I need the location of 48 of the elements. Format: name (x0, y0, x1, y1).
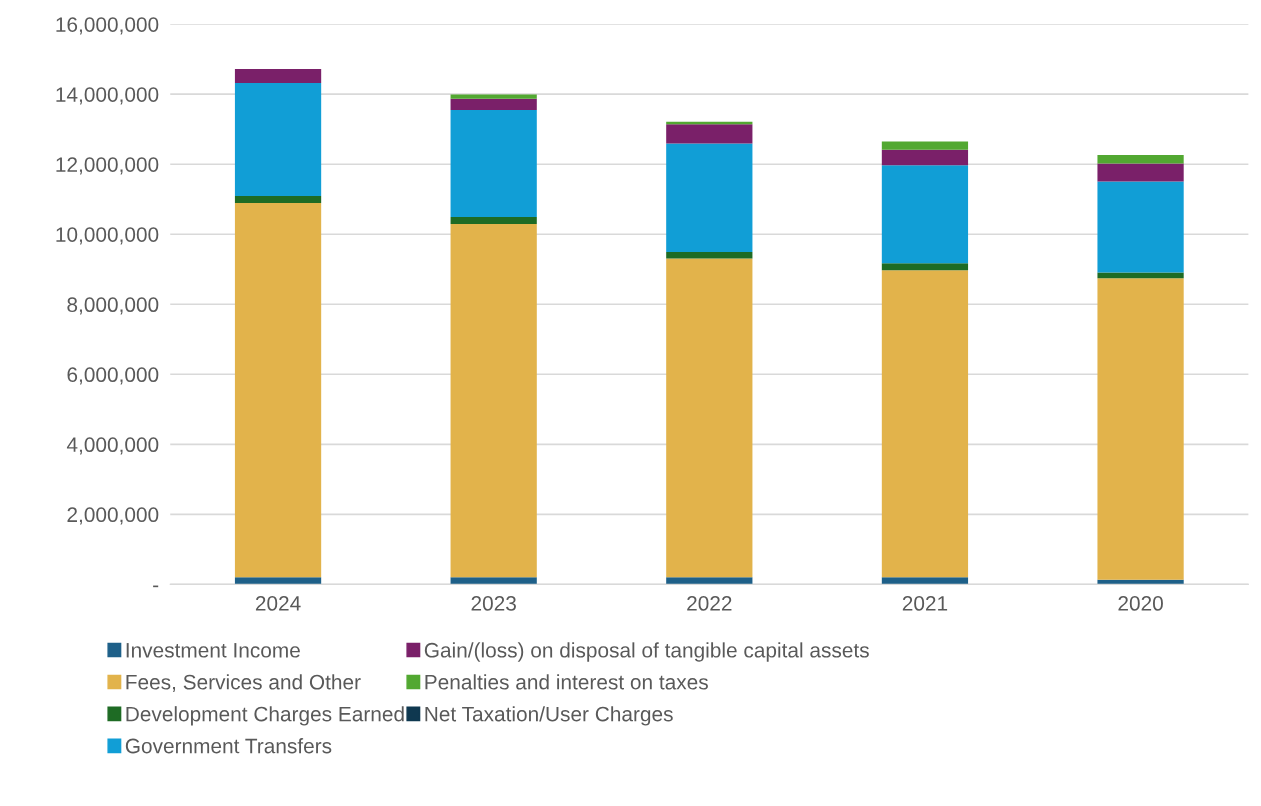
legend-label: Government Transfers (125, 738, 332, 754)
y-tick-label: 10,000,000 (56, 227, 159, 245)
legend-label: Net Taxation/User Charges (425, 706, 673, 726)
y-tick-label: - (153, 585, 159, 588)
bar (450, 94, 537, 99)
bar (1097, 155, 1184, 164)
bar (1097, 278, 1184, 580)
legend-label: Development Charges Earned (126, 706, 404, 726)
bar (666, 143, 753, 253)
bar (1097, 181, 1184, 273)
bar (881, 577, 969, 585)
x-tick-label: 2020 (1118, 596, 1163, 611)
y-tick-label: 12,000,000 (56, 157, 159, 175)
x-tick-label: 2024 (255, 596, 301, 611)
y-tick-label: 14,000,000 (56, 87, 159, 105)
bar (1097, 272, 1184, 279)
bar (881, 165, 969, 264)
bar (234, 83, 322, 197)
bar (666, 124, 753, 144)
legend-label: Penalties and interest on taxes (425, 674, 708, 690)
bar (881, 270, 969, 578)
bar (234, 196, 322, 204)
bar (450, 98, 537, 110)
bar (450, 109, 537, 218)
bar (1097, 163, 1184, 182)
bar (666, 252, 753, 259)
bar (234, 68, 322, 83)
legend-label: Gain/(loss) on disposal of tangible capital assets (424, 642, 869, 662)
bar (450, 224, 537, 578)
bar (881, 149, 969, 166)
bar (666, 258, 753, 578)
x-tick-label: 2023 (471, 596, 516, 611)
y-tick-label: 8,000,000 (67, 297, 159, 315)
bar (450, 577, 537, 585)
y-tick-label: 4,000,000 (66, 437, 159, 455)
bar (881, 263, 969, 271)
bar (234, 577, 322, 585)
bar (234, 203, 322, 578)
x-tick-label: 2021 (902, 596, 948, 611)
bar (450, 217, 537, 225)
y-tick-label: 2,000,000 (67, 507, 159, 525)
legend-label: Fees, Services and Other (126, 674, 361, 692)
bar (881, 141, 969, 150)
y-tick-label: 16,000,000 (56, 17, 159, 35)
y-tick-label: 6,000,000 (67, 367, 159, 385)
legend-label: Investment Income (126, 643, 300, 658)
bar (666, 577, 753, 585)
x-tick-label: 2022 (687, 596, 732, 611)
